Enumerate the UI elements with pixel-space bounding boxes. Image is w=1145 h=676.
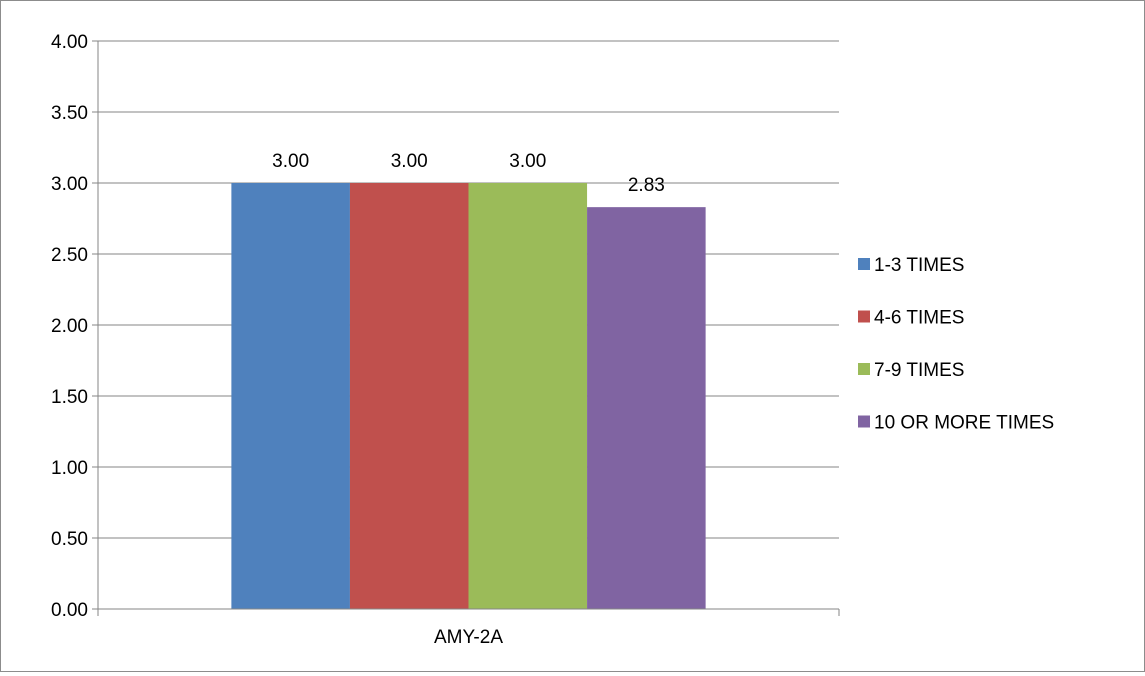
y-tick-label: 0.00 <box>51 600 88 621</box>
data-labels: 3.00 3.00 3.00 2.83 <box>272 151 665 196</box>
legend-label: 7-9 TIMES <box>874 360 964 381</box>
bar-7-9-times <box>468 183 588 609</box>
data-label: 2.83 <box>628 175 665 196</box>
y-tick-label: 2.00 <box>51 316 88 337</box>
legend-label: 10 OR MORE TIMES <box>874 413 1054 434</box>
bar-10-or-more-times <box>587 207 706 609</box>
data-label: 3.00 <box>509 151 546 172</box>
bar-1-3-times <box>231 183 350 609</box>
x-axis-categories: AMY-2A <box>434 627 503 648</box>
y-tick-label: 0.50 <box>51 529 88 550</box>
legend-swatch <box>858 415 870 428</box>
y-tick-label: 1.00 <box>51 458 88 479</box>
legend-label: 1-3 TIMES <box>874 255 964 276</box>
y-tick-label: 3.50 <box>51 103 88 124</box>
bar-4-6-times <box>349 183 469 609</box>
legend-swatch <box>858 258 870 270</box>
data-label: 3.00 <box>272 151 309 172</box>
x-category-label: AMY-2A <box>434 627 503 648</box>
bars <box>231 183 706 609</box>
y-tick-label: 3.00 <box>51 174 88 195</box>
legend-swatch <box>858 310 870 323</box>
y-tick-label: 2.50 <box>51 245 88 266</box>
legend: 1-3 TIMES 4-6 TIMES 7-9 TIMES 10 OR MORE TI… <box>858 255 1054 434</box>
y-tick-label: 4.00 <box>51 32 88 53</box>
y-tick-label: 1.50 <box>51 387 88 408</box>
y-axis-ticks: 0.00 0.50 1.00 1.50 2.00 2.50 3.00 3.50 4.00 <box>51 32 98 621</box>
axes <box>97 41 840 616</box>
legend-label: 4-6 TIMES <box>874 308 964 329</box>
legend-swatch <box>858 363 870 375</box>
data-label: 3.00 <box>391 151 428 172</box>
